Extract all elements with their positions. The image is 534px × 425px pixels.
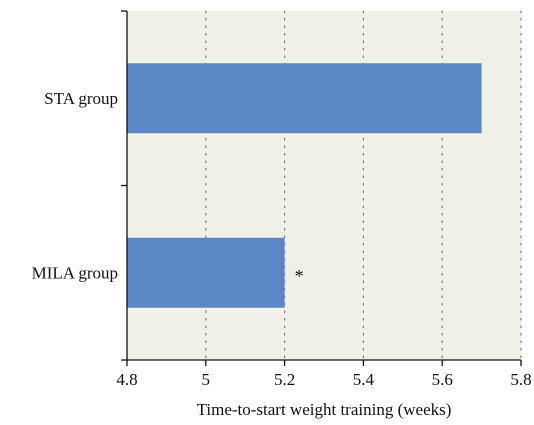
x-axis-title: Time-to-start weight training (weeks) [197,400,452,419]
grid-lines [205,10,522,361]
bars [127,63,482,308]
category-label: STA group [44,89,118,108]
x-tick-label: 5.2 [274,370,295,389]
bar [127,237,285,308]
category-label: MILA group [32,263,118,282]
x-tick-label: 5.4 [353,370,375,389]
x-tick-label: 5.6 [432,370,453,389]
x-tick-label: 4.8 [116,370,137,389]
axes [121,10,522,366]
x-tick-label: 5.8 [510,370,531,389]
bar [127,63,482,134]
x-tick-label: 5 [202,370,211,389]
labels: STA group MILA group * 4.8 5 5.2 5.4 5.6 5.8 [32,89,532,389]
significance-annotation: * [295,266,304,286]
